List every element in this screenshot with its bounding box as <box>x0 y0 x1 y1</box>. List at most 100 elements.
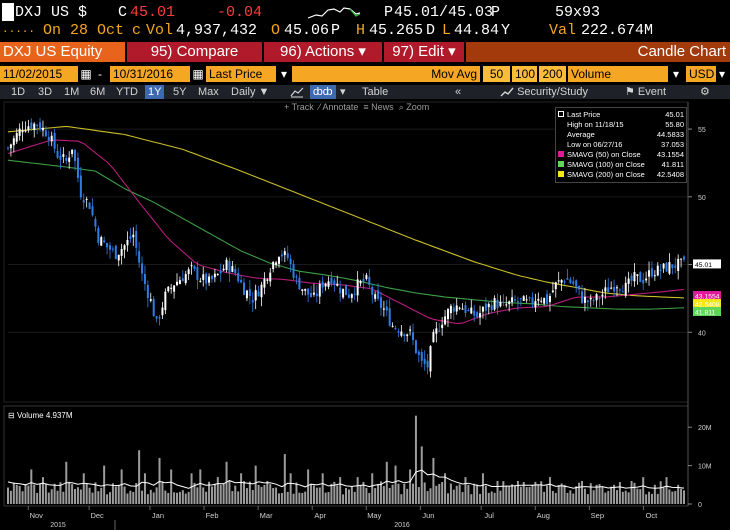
x-axis-month: Aug <box>537 511 550 520</box>
volume-bar <box>141 490 144 504</box>
candle-body <box>583 296 586 303</box>
compare-button[interactable]: 95) Compare <box>127 42 262 62</box>
zoom-icon[interactable]: ⌕ <box>398 102 404 112</box>
range-6m[interactable]: 6M <box>90 86 106 98</box>
volume-bar <box>199 469 202 504</box>
field-select[interactable]: Last Price <box>206 66 276 82</box>
annotate-icon[interactable]: ⁄ <box>318 102 321 112</box>
candle-body <box>62 154 65 157</box>
news-button[interactable]: News <box>371 102 394 112</box>
end-calendar-icon[interactable]: ▦ <box>192 66 204 82</box>
price-tag: 41.811 <box>695 310 716 317</box>
range-3d[interactable]: 3D <box>38 86 53 98</box>
candle-body <box>455 305 458 312</box>
volume-bar <box>248 481 251 504</box>
line-chart-icon[interactable] <box>290 85 304 99</box>
candle-body <box>484 303 487 311</box>
actions-menu[interactable]: 96) Actions ▾ <box>264 42 382 62</box>
candle-body <box>245 290 248 299</box>
volume-bar <box>615 490 618 504</box>
event-button[interactable]: ⚑ Event <box>625 86 667 98</box>
volume-bar <box>371 473 374 504</box>
start-date-field[interactable]: 11/02/2015 <box>0 66 78 82</box>
legend-row[interactable]: Average 44.5833 <box>558 129 684 139</box>
chart-title-label: Candle Chart <box>637 43 726 60</box>
candle-body <box>467 309 470 311</box>
volume-bar <box>269 484 272 504</box>
ma-period-50[interactable]: 50 <box>483 66 510 82</box>
legend-row[interactable]: Low on 06/27/16 37.053 <box>558 139 684 149</box>
candle-body <box>210 275 213 280</box>
edit-menu[interactable]: 97) Edit ▾ <box>384 42 464 62</box>
volume-bar <box>464 477 467 504</box>
range-1d[interactable]: 1D <box>11 86 26 98</box>
candle-body <box>624 282 627 296</box>
legend-row[interactable]: SMAVG (200) on Close 42.5408 <box>558 169 684 179</box>
range-5y[interactable]: 5Y <box>173 86 187 98</box>
candle-body <box>630 275 633 281</box>
lower-study-select[interactable]: Volume <box>568 66 668 82</box>
candle-body <box>353 293 356 295</box>
volume-bar <box>187 491 190 504</box>
volume-bar <box>237 491 240 504</box>
candle-body <box>342 288 345 298</box>
track-button[interactable]: Track <box>291 102 314 112</box>
ma-period-200[interactable]: 200 <box>539 66 566 82</box>
candle-body <box>82 200 85 203</box>
volume-bar <box>79 489 82 504</box>
volume-bar <box>563 484 566 504</box>
news-icon[interactable]: ≡ <box>363 102 369 112</box>
ticker[interactable]: DXJ US <box>15 4 70 21</box>
volume-bar <box>27 485 30 504</box>
lower-study-dropdown-icon[interactable]: ▾ <box>670 66 682 82</box>
volume-bar <box>528 486 531 504</box>
candle-body <box>27 126 30 131</box>
security-study-button[interactable]: Security/Study <box>500 85 588 99</box>
annotate-button[interactable]: Annotate <box>322 102 359 112</box>
candle-body <box>525 299 528 301</box>
table-button[interactable]: Table <box>362 86 389 98</box>
volume-bar <box>243 481 246 504</box>
currency-select[interactable]: USD <box>686 66 716 82</box>
legend-row[interactable]: SMAVG (50) on Close 43.1554 <box>558 149 684 159</box>
candle-body <box>449 305 452 314</box>
x-axis-month: Oct <box>646 511 659 520</box>
collapse-icon[interactable]: « <box>455 86 462 98</box>
candle-body <box>563 281 566 283</box>
volume-panel-icon[interactable]: ⊟ <box>8 411 15 420</box>
range-ytd[interactable]: YTD <box>116 86 138 98</box>
range-1y[interactable]: 1Y <box>145 85 165 99</box>
legend-value: 44.5833 <box>656 129 684 139</box>
chart-style-dropdown-icon[interactable]: ▾ <box>340 86 346 98</box>
frequency-select[interactable]: Daily ▼ <box>231 86 270 98</box>
volume-bar <box>656 493 659 504</box>
volume-bar <box>621 491 624 504</box>
candle-body <box>213 273 216 278</box>
legend-row[interactable]: High on 11/18/15 55.80 <box>558 119 684 129</box>
zoom-button[interactable]: Zoom <box>406 102 430 112</box>
candle-body <box>117 254 120 261</box>
volume-bar <box>342 494 345 504</box>
volume-axis-tick: 20M <box>698 425 712 432</box>
chart-legend[interactable]: Last Price 45.01 High on 11/18/15 55.80 Aver… <box>555 107 687 183</box>
security-field[interactable]: DXJ US Equity <box>0 42 125 62</box>
legend-row[interactable]: Last Price 45.01 <box>558 109 684 119</box>
end-date-field[interactable]: 10/31/2016 <box>110 66 190 82</box>
ma-period-100[interactable]: 100 <box>512 66 537 82</box>
legend-row[interactable]: SMAVG (100) on Close 41.811 <box>558 159 684 169</box>
range-1m[interactable]: 1M <box>64 86 80 98</box>
currency-dropdown-icon[interactable]: ▾ <box>716 66 728 82</box>
candle-body <box>479 313 482 318</box>
settings-gear-icon[interactable]: ⚙ <box>700 86 710 98</box>
range-max[interactable]: Max <box>198 86 219 98</box>
track-icon[interactable]: + <box>284 102 290 112</box>
field-dropdown-icon[interactable]: ▾ <box>278 66 290 82</box>
candle-body <box>377 290 380 299</box>
start-calendar-icon[interactable]: ▦ <box>80 66 92 82</box>
volume-bar <box>85 483 88 504</box>
chart-style-icon[interactable]: ȸȸ <box>310 85 336 99</box>
candle-body <box>167 286 170 292</box>
compare-label: 95) Compare <box>150 43 239 60</box>
volume-bar <box>636 488 639 504</box>
price-tag: 42.5408 <box>695 302 720 309</box>
